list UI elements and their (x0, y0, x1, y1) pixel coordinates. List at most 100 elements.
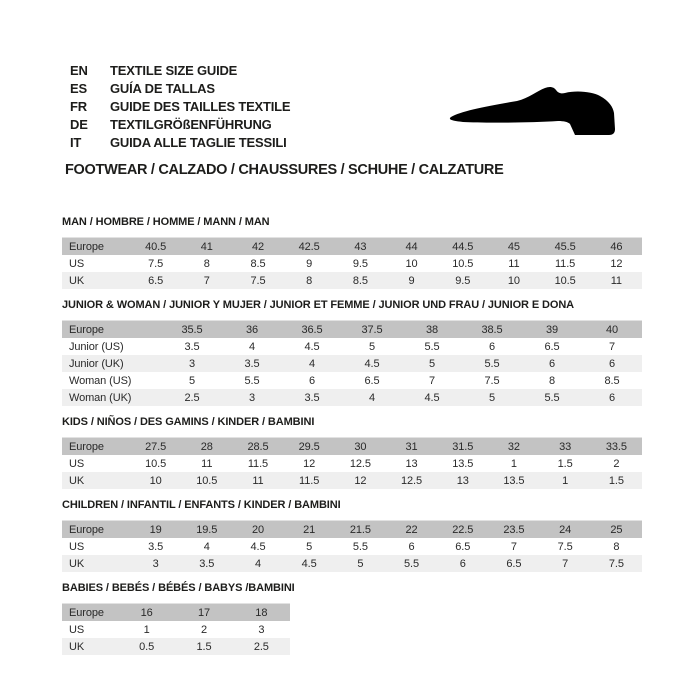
size-cell: 42.5 (298, 240, 320, 253)
size-cell: 18 (255, 606, 268, 619)
size-cell: 7 (203, 274, 210, 287)
size-cell: 10.5 (452, 257, 474, 270)
size-cell: 10.5 (145, 457, 167, 470)
size-cell: 5.5 (544, 391, 560, 404)
size-cell: 40.5 (145, 240, 167, 253)
size-cell: 10.5 (554, 274, 576, 287)
size-cell: 33.5 (605, 440, 627, 453)
table-row: US 7.5 8 8.5 9 9.5 10 10.5 11 11.5 12 (62, 255, 642, 272)
size-cell: 30 (354, 440, 367, 453)
size-table: Europe 19 19.5 20 21 21.5 22 22.5 23.5 24 25 US 3.5 4… (62, 520, 642, 572)
size-cell: 5.5 (352, 540, 368, 553)
size-table: Europe 35.5 36 36.5 37.5 38 38.5 39 40 Junior (US… (62, 320, 642, 406)
size-cell: 8 (306, 274, 313, 287)
row-label: UK (69, 640, 85, 653)
row-label: UK (69, 474, 85, 487)
size-cell: 6 (408, 540, 415, 553)
language-guide-list: EN TEXTILE SIZE GUIDE ES GUÍA DE TALLAS … (70, 62, 291, 152)
size-cell: 5.5 (424, 340, 440, 353)
row-label: Junior (US) (69, 340, 124, 353)
size-cell: 16 (140, 606, 153, 619)
size-cell: 2.5 (253, 640, 269, 653)
size-cell: 12 (354, 474, 367, 487)
size-cell: 9.5 (455, 274, 471, 287)
size-cell: 37.5 (361, 323, 383, 336)
size-cell: 1.5 (608, 474, 624, 487)
row-label: Europe (69, 523, 104, 536)
size-cell: 1 (510, 457, 517, 470)
row-label: Europe (69, 440, 104, 453)
table-row: Woman (US) 5 5.5 6 6.5 7 7.5 8 8.5 (62, 372, 642, 389)
size-cell: 4.5 (424, 391, 440, 404)
size-cell: 6 (548, 357, 556, 370)
size-cell: 5 (368, 340, 376, 353)
size-cell: 0.5 (139, 640, 155, 653)
size-cell: 1 (143, 623, 150, 636)
language-row-de: DE TEXTILGRÖßENFÜHRUNG (70, 116, 290, 134)
table-row: US 3.5 4 4.5 5 5.5 6 6.5 7 7.5 8 (62, 538, 642, 555)
table-row: Europe 16 17 18 (62, 603, 290, 621)
table-row: Woman (UK) 2.5 3 3.5 4 4.5 5 5.5 6 (62, 389, 642, 406)
size-cell: 3.5 (148, 540, 164, 553)
row-label: UK (69, 274, 85, 287)
size-table-section: JUNIOR & WOMAN / JUNIOR Y MUJER / JUNIOR… (62, 298, 642, 406)
table-row: UK 6.5 7 7.5 8 8.5 9 9.5 10 10.5 11 (62, 272, 642, 289)
size-cell: 10.5 (196, 474, 218, 487)
size-table: Europe 27.5 28 28.5 29.5 30 31 31.5 32 33 33.5 US 10… (62, 437, 642, 489)
size-cell: 10 (149, 474, 162, 487)
size-cell: 8 (548, 374, 556, 387)
size-cell: 5 (488, 391, 496, 404)
size-cell: 17 (197, 606, 211, 619)
table-row: UK 10 10.5 11 11.5 12 12.5 13 13.5 1 1.5 (62, 472, 642, 489)
size-cell: 11 (610, 274, 622, 287)
size-cell: 6.5 (506, 557, 522, 570)
size-cell: 6 (459, 557, 466, 570)
size-cell: 11 (508, 257, 520, 270)
row-label: US (69, 457, 85, 470)
size-cell: 5 (428, 357, 436, 370)
table-title: MAN / HOMBRE / HOMME / MANN / MAN (62, 216, 270, 228)
language-row-es: ES GUÍA DE TALLAS (70, 80, 290, 98)
table-row: US 10.5 11 11.5 12 12.5 13 13.5 1 1.5 2 (62, 455, 642, 472)
size-cell: 7 (428, 374, 436, 387)
size-cell: 3.5 (184, 340, 200, 353)
size-cell: 4.5 (364, 357, 380, 370)
language-guide-title: GUIDA ALLE TAGLIE TESSILI (110, 135, 287, 150)
table-row: Europe 35.5 36 36.5 37.5 38 38.5 39 40 (62, 320, 642, 338)
table-row: Europe 27.5 28 28.5 29.5 30 31 31.5 32 33 33.5 (62, 437, 642, 455)
size-cell: 12.5 (401, 474, 423, 487)
size-cell: 6.5 (364, 374, 380, 387)
size-cell: 8.5 (250, 257, 266, 270)
size-cell: 11 (252, 474, 264, 487)
size-cell: 10 (507, 274, 520, 287)
size-cell: 6.5 (544, 340, 560, 353)
size-cell: 8.5 (352, 274, 368, 287)
size-cell: 6.5 (148, 274, 164, 287)
size-cell: 3 (258, 623, 265, 636)
table-title: BABIES / BEBÉS / BÉBÉS / BABYS /BAMBINI (62, 582, 295, 594)
size-cell: 45 (507, 240, 520, 253)
size-cell: 13 (456, 474, 469, 487)
size-cell: 8 (613, 540, 620, 553)
row-label: Europe (69, 606, 104, 619)
language-code: ES (70, 81, 87, 96)
size-cell: 38 (425, 323, 439, 336)
row-label: Junior (UK) (69, 357, 124, 370)
size-cell: 11.5 (554, 257, 576, 270)
row-label: Europe (69, 323, 104, 336)
size-cell: 7 (608, 340, 616, 353)
size-table: Europe 16 17 18 US 1 2 3 UK 0.5 1.5 2.5 (62, 603, 290, 655)
size-cell: 3 (188, 357, 196, 370)
size-cell: 5 (357, 557, 364, 570)
size-cell: 45.5 (554, 240, 576, 253)
size-cell: 5.5 (484, 357, 500, 370)
size-cell: 20 (251, 523, 264, 536)
size-cell: 3 (152, 557, 159, 570)
size-cell: 42 (251, 240, 264, 253)
size-cell: 4 (203, 540, 210, 553)
size-cell: 12 (610, 257, 623, 270)
row-label: Woman (UK) (69, 391, 132, 404)
size-cell: 1 (562, 474, 569, 487)
size-table: Europe 40.5 41 42 42.5 43 44 44.5 45 45.5 46 US 7.5 8… (62, 237, 642, 289)
size-cell: 3.5 (304, 391, 320, 404)
